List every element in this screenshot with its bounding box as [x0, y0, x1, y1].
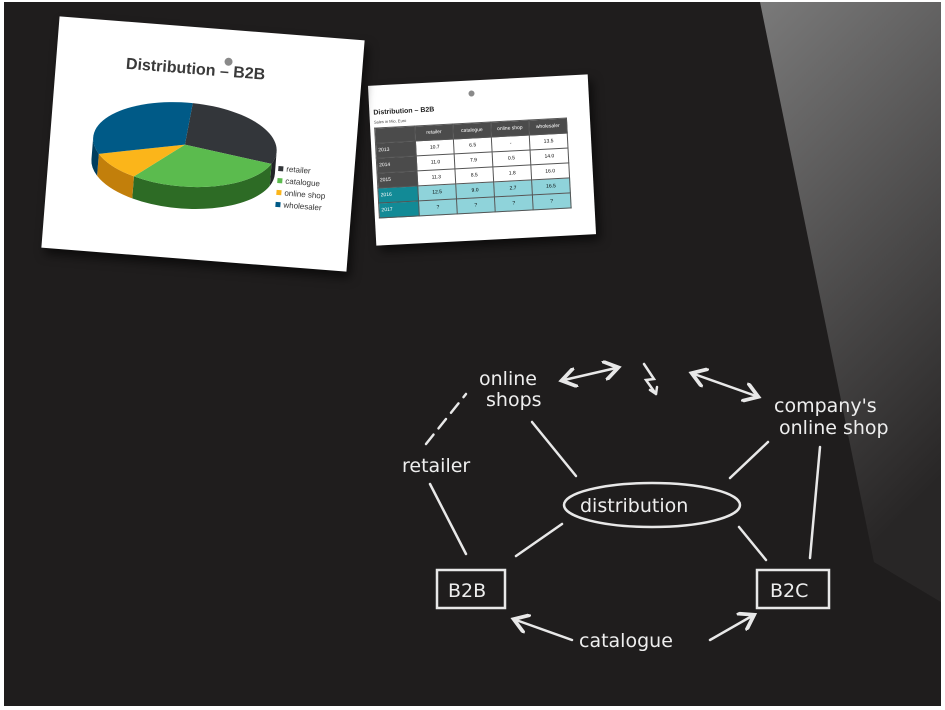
line-online-distribution: [530, 420, 578, 478]
pie-side-catalogue: [132, 163, 272, 209]
line-company-distribution: [728, 440, 770, 480]
pin-icon: [468, 90, 475, 97]
table-cell: ?: [532, 192, 572, 210]
pie-slice-online-shop: [98, 144, 185, 177]
table-card: Distribution – B2B Sales in Mio. Euro re…: [367, 74, 597, 246]
lightning-icon: [642, 362, 659, 396]
legend-item-retailer: retailer: [278, 164, 327, 177]
line-retailer-b2b: [428, 482, 468, 556]
legend-label: retailer: [285, 164, 312, 176]
pie-slice-retailer: [184, 103, 277, 164]
table-title: Distribution – B2B: [373, 106, 435, 117]
pie-chart-card: Distribution – B2B retailer catalogue on…: [41, 16, 365, 272]
legend-label: catalogue: [284, 176, 321, 189]
table-cell: ?: [456, 196, 496, 214]
sales-table: retailer catalogue online shop wholesale…: [374, 117, 572, 218]
legend-item-wholesaler: wholesaler: [275, 200, 324, 213]
pie-chart: [91, 102, 277, 209]
arrow-catalogue-b2c: [708, 616, 752, 642]
line-distribution-b2c: [737, 525, 768, 562]
label-distribution: distribution: [580, 495, 688, 517]
background-light-beam: [760, 2, 941, 602]
pie-legend: retailer catalogue online shop wholesale…: [275, 164, 328, 216]
label-b2b: B2B: [448, 580, 486, 602]
b2b-box: [435, 568, 507, 610]
row-year: 2017: [378, 200, 420, 218]
pie-slice-catalogue: [133, 144, 272, 188]
legend-label: online shop: [284, 188, 326, 201]
arrow-online-conflict: [564, 368, 616, 380]
legend-item-catalogue: catalogue: [277, 176, 326, 189]
label-company-online-shop-2: online shop: [779, 417, 889, 439]
label-company-online-shop: company's: [774, 395, 877, 417]
pie-slice-wholesaler: [93, 102, 193, 154]
label-online-shops: online: [479, 368, 537, 390]
arrow-catalogue-b2b: [516, 620, 574, 642]
dashed-line-retailer-online: [424, 392, 468, 446]
line-distribution-b2b: [514, 522, 564, 558]
table-subtitle: Sales in Mio. Euro: [373, 117, 407, 125]
distribution-ellipse: [562, 481, 742, 529]
b2c-box: [755, 568, 831, 610]
table-cell: ?: [418, 198, 458, 216]
label-b2c: B2C: [770, 580, 808, 602]
legend-item-online-shop: online shop: [276, 188, 326, 201]
slide: Distribution – B2B retailer catalogue on…: [4, 2, 941, 706]
table-cell: ?: [494, 194, 534, 212]
label-catalogue: catalogue: [579, 630, 673, 652]
label-retailer: retailer: [402, 455, 470, 477]
pie-side-wholesaler: [91, 137, 99, 176]
legend-label: wholesaler: [283, 200, 322, 213]
label-online-shops-2: shops: [486, 389, 542, 411]
line-company-b2c: [808, 445, 822, 560]
chalk-diagram: online shops company's online shop retai…: [402, 2, 889, 652]
arrow-conflict-company: [694, 374, 756, 396]
pie-side-retailer: [269, 151, 277, 186]
pie-side-online-shop: [97, 153, 134, 199]
